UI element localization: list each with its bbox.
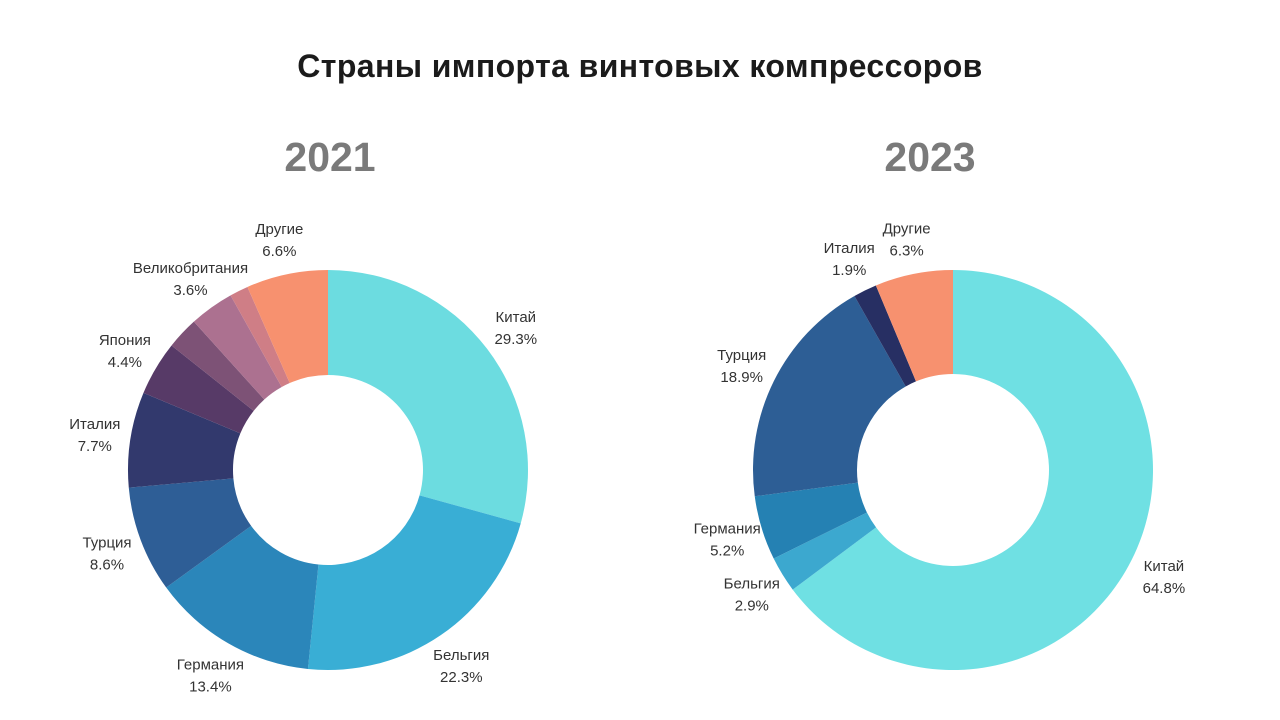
- donut-chart-2023: Китай 64.8% Бельгия 2.9% Германия 5.2% Турция 1…: [694, 221, 1186, 670]
- slice-label-германия: Германия 13.4%: [177, 657, 244, 696]
- donut-slice-другие: [247, 270, 328, 384]
- slice-label-другие: Другие 6.6%: [255, 221, 303, 260]
- slice-label-япония: Япония 4.4%: [99, 332, 151, 371]
- slice-label-другие: Другие 6.3%: [883, 221, 931, 260]
- donut-slice-италия: [127, 392, 241, 488]
- slice-label-турция: Турция 8.6%: [82, 535, 131, 574]
- donut-slice-другие: [875, 270, 953, 382]
- slice-label-германия: Германия 5.2%: [694, 521, 761, 560]
- slice-label-великобритания: Великобритания 3.6%: [133, 260, 248, 299]
- year-heading-2021: 2021: [284, 134, 376, 180]
- slice-label-китай: Китай 29.3%: [495, 309, 538, 348]
- donut-slice-бельгия: [773, 512, 877, 590]
- donut-slice-unlabeled: [230, 286, 290, 388]
- donut-slice-италия: [854, 285, 916, 387]
- donut-slice-турция: [753, 295, 906, 497]
- page-title: Страны импорта винтовых компрессоров: [297, 48, 983, 84]
- slice-label-италия: Италия 7.7%: [69, 416, 120, 455]
- donut-slice-великобритания: [193, 295, 282, 400]
- donut-slice-турция: [128, 478, 252, 588]
- year-heading-2023: 2023: [884, 134, 976, 180]
- slice-label-бельгия: Бельгия 22.3%: [433, 647, 489, 686]
- slice-label-китай: Китай 64.8%: [1143, 558, 1186, 597]
- donut-slice-unlabeled: [171, 321, 265, 411]
- donut-slice-китай: [792, 270, 1154, 670]
- slice-label-италия: Италия 1.9%: [824, 240, 875, 279]
- slice-label-бельгия: Бельгия 2.9%: [724, 575, 780, 614]
- donut-chart-2021: Китай 29.3% Бельгия 22.3% Германия 13.4% Турци…: [69, 221, 538, 696]
- slice-label-турция: Турция 18.9%: [717, 347, 766, 386]
- donut-slice-бельгия: [307, 495, 521, 670]
- donut-slice-китай: [328, 270, 528, 524]
- donut-slice-япония: [143, 345, 254, 434]
- donut-slice-германия: [754, 482, 867, 559]
- donut-slice-германия: [166, 525, 319, 669]
